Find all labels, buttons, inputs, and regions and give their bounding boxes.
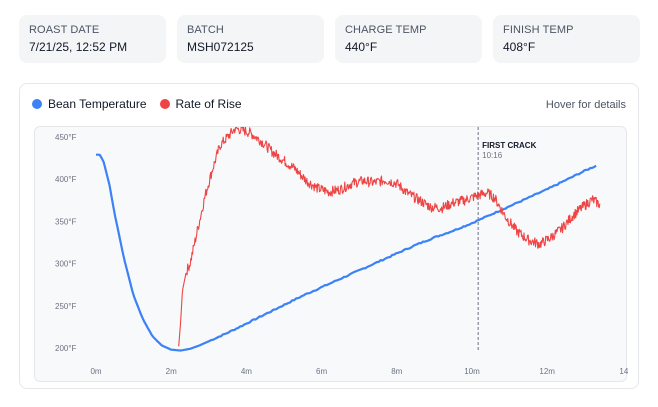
- hover-hint: Hover for details: [545, 99, 626, 111]
- y-tick-label: 250°F: [55, 302, 77, 311]
- plot-area[interactable]: 450°F 400°F 350°F 300°F 250°F 200°F 0m 2m 4m 6m 8m…: [34, 126, 628, 383]
- legend-label: Rate of Rise: [175, 97, 242, 111]
- stat-card-finish-temp: FINISH TEMP 408°F: [493, 15, 640, 63]
- stat-label: CHARGE TEMP: [345, 24, 427, 36]
- bean-temperature-dot-icon: [32, 99, 42, 109]
- x-tick-label: 6m: [316, 367, 327, 376]
- stat-value: 7/21/25, 12:52 PM: [29, 40, 128, 54]
- roast-chart[interactable]: 450°F 400°F 350°F 300°F 250°F 200°F 0m 2m 4m 6m 8m…: [35, 127, 628, 383]
- first-crack-label: FIRST CRACK: [482, 141, 536, 150]
- x-tick-label: 0m: [90, 367, 101, 376]
- legend-label: Bean Temperature: [48, 97, 147, 111]
- series-line-bean-temperature: [96, 153, 597, 352]
- first-crack-time: 10:16: [482, 151, 503, 160]
- stat-label: FINISH TEMP: [503, 24, 574, 36]
- legend-item-bean-temperature[interactable]: Bean Temperature: [32, 97, 147, 111]
- stat-card-batch: BATCH MSH072125: [177, 15, 324, 63]
- y-tick-label: 300°F: [55, 260, 77, 269]
- x-tick-label: 12m: [539, 367, 555, 376]
- y-tick-label: 350°F: [55, 217, 77, 226]
- x-tick-label: 8m: [391, 367, 402, 376]
- stat-card-roast-date: ROAST DATE 7/21/25, 12:52 PM: [19, 15, 166, 63]
- stats-row: ROAST DATE 7/21/25, 12:52 PM BATCH MSH07…: [19, 15, 640, 63]
- x-tick-label: 10m: [464, 367, 480, 376]
- y-tick-label: 200°F: [55, 344, 77, 353]
- stat-label: BATCH: [187, 24, 224, 36]
- stat-value: MSH072125: [187, 40, 254, 54]
- y-tick-label: 450°F: [55, 133, 77, 142]
- legend-item-rate-of-rise[interactable]: Rate of Rise: [159, 97, 242, 111]
- roast-chart-panel: Bean Temperature Rate of Rise Hover for …: [19, 83, 639, 389]
- y-tick-label: 400°F: [55, 175, 77, 184]
- stat-value: 408°F: [503, 40, 536, 54]
- stat-value: 440°F: [345, 40, 378, 54]
- x-tick-label: 4m: [241, 367, 252, 376]
- stat-card-charge-temp: CHARGE TEMP 440°F: [335, 15, 482, 63]
- x-tick-label: 2m: [166, 367, 177, 376]
- stat-label: ROAST DATE: [29, 24, 100, 36]
- x-tick-label: 14: [619, 367, 628, 376]
- rate-of-rise-dot-icon: [159, 99, 170, 109]
- series-line-rate-of-rise: [178, 127, 601, 347]
- chart-legend: Bean Temperature Rate of Rise: [32, 97, 255, 111]
